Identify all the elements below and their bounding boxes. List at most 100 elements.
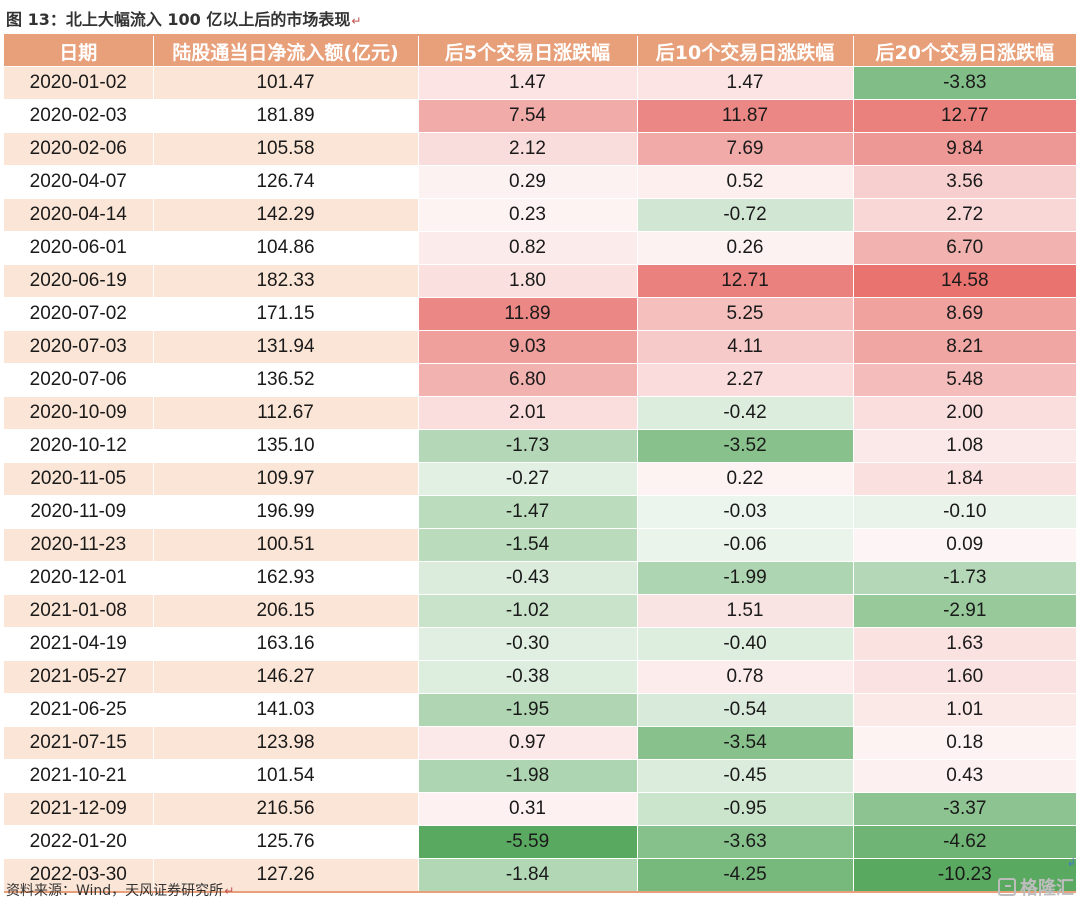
date-cell: 2020-12-01 [4,561,154,595]
return-20d-cell: 1.01 [853,693,1076,727]
table-header-row: 日期 陆股通当日净流入额(亿元) 后5个交易日涨跌幅 后10个交易日涨跌幅 后2… [4,36,1076,67]
logo-text: 格隆汇 [1020,878,1074,899]
source-text: 资料来源：Wind，天风证券研究所 [6,883,224,899]
net-inflow-cell: 196.99 [153,495,419,529]
date-cell: 2021-10-21 [4,759,154,793]
net-inflow-cell: 162.93 [153,561,419,595]
net-inflow-cell: 181.89 [153,99,419,133]
return-10d-cell: 0.78 [637,660,854,694]
date-cell: 2022-01-20 [4,825,154,859]
figure-caption: 图 13：北上大幅流入 100 亿以上后的市场表现↵ [6,6,361,30]
return-20d-cell: -2.91 [853,594,1076,628]
table-row: 2020-02-03 181.89 7.54 11.87 12.77 [4,99,1076,133]
date-cell: 2020-06-19 [4,264,154,298]
return-20d-cell: 12.77 [853,99,1076,133]
date-cell: 2020-07-03 [4,330,154,364]
return-5d-cell: 7.54 [418,99,638,133]
net-inflow-cell: 182.33 [153,264,419,298]
return-20d-cell: -0.10 [853,495,1076,529]
return-20d-cell: 1.84 [853,462,1076,496]
return-5d-cell: -1.02 [418,594,638,628]
return-5d-cell: -1.95 [418,693,638,727]
date-cell: 2020-06-01 [4,231,154,265]
net-inflow-cell: 127.26 [153,858,419,891]
return-10d-cell: 2.27 [637,363,854,397]
table-row: 2020-06-19 182.33 1.80 12.71 14.58 [4,264,1076,298]
table-row: 2020-07-03 131.94 9.03 4.11 8.21 [4,330,1076,364]
return-5d-cell: 2.12 [418,132,638,166]
date-cell: 2021-01-08 [4,594,154,628]
return-5d-cell: 9.03 [418,330,638,364]
return-5d-cell: -1.54 [418,528,638,562]
date-cell: 2021-04-19 [4,627,154,661]
return-5d-cell: 1.80 [418,264,638,298]
return-5d-cell: -1.47 [418,495,638,529]
caption-text: 图 13：北上大幅流入 100 亿以上后的市场表现 [6,10,351,29]
return-20d-cell: 2.72 [853,198,1076,232]
return-5d-cell: 2.01 [418,396,638,430]
date-cell: 2020-01-02 [4,66,154,100]
table-row: 2021-06-25 141.03 -1.95 -0.54 1.01 [4,693,1076,727]
return-10d-cell: -0.45 [637,759,854,793]
net-inflow-cell: 135.10 [153,429,419,463]
corner-anchor-icon: ↲ [1066,857,1076,869]
table-row: 2020-07-02 171.15 11.89 5.25 8.69 [4,297,1076,331]
net-inflow-cell: 101.47 [153,66,419,100]
return-20d-cell: -4.62 [853,825,1076,859]
date-cell: 2020-04-14 [4,198,154,232]
net-inflow-cell: 146.27 [153,660,419,694]
table-row: 2020-07-06 136.52 6.80 2.27 5.48 [4,363,1076,397]
return-20d-cell: 2.00 [853,396,1076,430]
date-cell: 2020-07-02 [4,297,154,331]
return-10d-cell: -0.40 [637,627,854,661]
return-5d-cell: 1.47 [418,66,638,100]
header-net-inflow: 陆股通当日净流入额(亿元) [153,36,419,67]
return-20d-cell: 5.48 [853,363,1076,397]
return-20d-cell: -3.37 [853,792,1076,826]
table-row: 2020-11-05 109.97 -0.27 0.22 1.84 [4,462,1076,496]
header-return-20d: 后20个交易日涨跌幅 [853,36,1076,67]
net-inflow-cell: 125.76 [153,825,419,859]
table-row: 2020-06-01 104.86 0.82 0.26 6.70 [4,231,1076,265]
table-row: 2020-12-01 162.93 -0.43 -1.99 -1.73 [4,561,1076,595]
table-row: 2021-10-21 101.54 -1.98 -0.45 0.43 [4,759,1076,793]
net-inflow-cell: 142.29 [153,198,419,232]
source-note: 资料来源：Wind，天风证券研究所↵ [6,880,234,900]
return-20d-cell: -3.83 [853,66,1076,100]
return-20d-cell: 14.58 [853,264,1076,298]
net-inflow-cell: 131.94 [153,330,419,364]
return-20d-cell: -10.23 [853,858,1076,891]
net-inflow-cell: 101.54 [153,759,419,793]
return-5d-cell: 6.80 [418,363,638,397]
return-20d-cell: 8.21 [853,330,1076,364]
return-10d-cell: -0.72 [637,198,854,232]
date-cell: 2022-03-30 [4,858,154,891]
date-cell: 2021-12-09 [4,792,154,826]
return-10d-cell: 4.11 [637,330,854,364]
table-row: 2020-02-06 105.58 2.12 7.69 9.84 [4,132,1076,166]
table-row: 2020-04-07 126.74 0.29 0.52 3.56 [4,165,1076,199]
return-20d-cell: 6.70 [853,231,1076,265]
header-return-5d: 后5个交易日涨跌幅 [418,36,638,67]
net-inflow-cell: 126.74 [153,165,419,199]
table-row: 2022-03-30 127.26 -1.84 -4.25 -10.23 [4,858,1076,891]
net-inflow-cell: 171.15 [153,297,419,331]
return-5d-cell: 0.82 [418,231,638,265]
data-table: 日期 陆股通当日净流入额(亿元) 后5个交易日涨跌幅 后10个交易日涨跌幅 后2… [4,34,1076,893]
return-10d-cell: -3.63 [637,825,854,859]
return-10d-cell: 1.47 [637,66,854,100]
net-inflow-cell: 216.56 [153,792,419,826]
return-10d-cell: 1.51 [637,594,854,628]
table-row: 2021-01-08 206.15 -1.02 1.51 -2.91 [4,594,1076,628]
net-inflow-cell: 123.98 [153,726,419,760]
return-10d-cell: -0.06 [637,528,854,562]
date-cell: 2020-02-06 [4,132,154,166]
return-5d-cell: -1.73 [418,429,638,463]
header-date: 日期 [4,36,154,67]
return-10d-cell: -1.99 [637,561,854,595]
return-10d-cell: -3.52 [637,429,854,463]
return-5d-cell: 0.97 [418,726,638,760]
return-20d-cell: 9.84 [853,132,1076,166]
table-row: 2021-12-09 216.56 0.31 -0.95 -3.37 [4,792,1076,826]
return-20d-cell: 0.43 [853,759,1076,793]
